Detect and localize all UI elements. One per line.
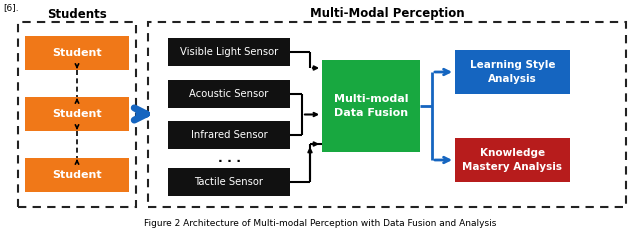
Text: . . .: . . . [218, 152, 241, 165]
Text: Visible Light Sensor: Visible Light Sensor [180, 47, 278, 57]
Text: Multi-modal
Data Fusion: Multi-modal Data Fusion [333, 94, 408, 118]
Text: Infrared Sensor: Infrared Sensor [191, 130, 268, 140]
Bar [455, 50, 570, 94]
Text: Multi-Modal Perception: Multi-Modal Perception [310, 7, 464, 21]
Text: Acoustic Sensor: Acoustic Sensor [189, 89, 269, 99]
Bar [168, 38, 290, 66]
Bar [18, 22, 136, 207]
Bar [25, 158, 129, 192]
Text: Students: Students [47, 7, 107, 21]
Bar [168, 80, 290, 108]
Bar [322, 60, 420, 152]
Text: Figure 2 Architecture of Multi-modal Perception with Data Fusion and Analysis: Figure 2 Architecture of Multi-modal Per… [144, 219, 496, 227]
Text: [6].: [6]. [3, 3, 19, 12]
Text: Student: Student [52, 170, 102, 180]
Bar [168, 168, 290, 196]
Bar [25, 36, 129, 70]
Bar [455, 138, 570, 182]
Text: Knowledge
Mastery Analysis: Knowledge Mastery Analysis [463, 148, 563, 171]
Text: Learning Style
Analysis: Learning Style Analysis [470, 60, 556, 84]
Text: Tactile Sensor: Tactile Sensor [195, 177, 264, 187]
Bar [148, 22, 626, 207]
Bar [25, 97, 129, 131]
Bar [168, 121, 290, 149]
Text: Student: Student [52, 48, 102, 58]
Text: Student: Student [52, 109, 102, 119]
